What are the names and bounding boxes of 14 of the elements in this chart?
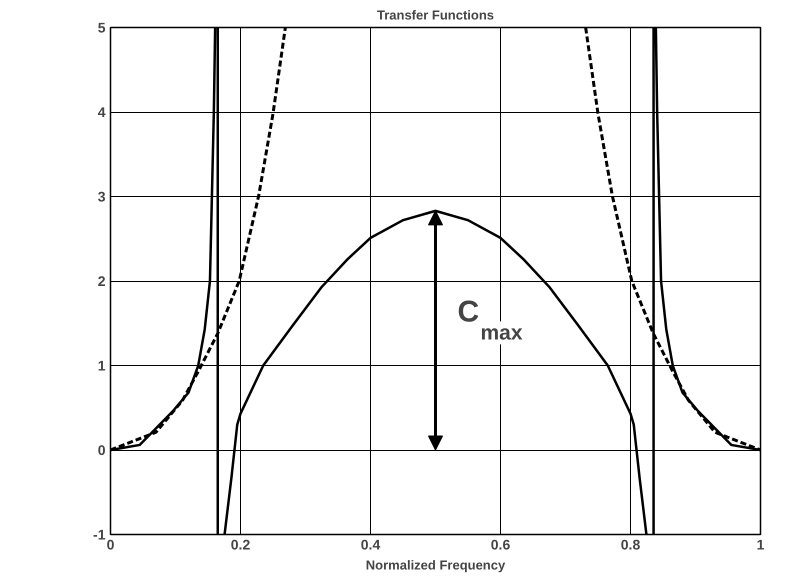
x-tick-label: 1 [756,536,765,552]
y-tick-label: 0 [98,442,106,458]
x-axis-title: Normalized Frequency [366,558,506,572]
x-tick-label: 0.8 [620,536,640,552]
y-tick-label: 1 [98,358,106,374]
y-tick-label: 4 [98,104,106,120]
y-tick-label: -1 [93,526,106,542]
x-tick-label: 0.2 [230,536,250,552]
chart-title: Transfer Functions [376,8,494,22]
x-tick-label: 0.6 [490,536,510,552]
y-tick-label: 2 [98,273,106,289]
x-tick-label: 0.4 [360,536,380,552]
y-tick-label: 5 [98,20,106,36]
y-tick-label: 3 [98,188,106,204]
